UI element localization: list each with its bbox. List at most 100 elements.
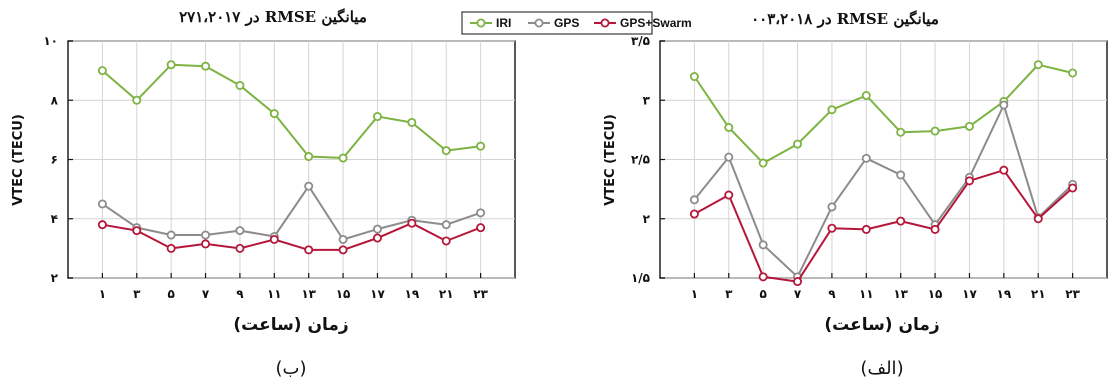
panel-a-series-gps-swarm-point <box>724 190 734 200</box>
panel-b-series-iri-point <box>476 141 486 151</box>
panel-a-label: (الف) <box>860 358 903 379</box>
panel-a-series-gps-point <box>758 240 768 250</box>
panel-b-series-iri-point <box>166 60 176 70</box>
panel-a-x-tick-label: ۱۵ <box>928 287 943 301</box>
panel-a-x-tick-label: ۱۳ <box>893 287 908 301</box>
panel-a-x-tick-label: ۷ <box>794 287 802 301</box>
panel-a-series-gps-point <box>999 100 1009 110</box>
panel-a-x-tick-label: ۳ <box>725 287 733 301</box>
panel-b-series-gps-point <box>441 220 451 230</box>
panel-a-series-gps-swarm-point <box>793 277 803 287</box>
panel-a-series-gps-swarm-point <box>861 224 871 234</box>
panel-b-x-axis-label: زمان (ساعت) <box>233 315 348 335</box>
panel-b-x-tick-label: ۱۹ <box>405 287 420 301</box>
panel-b-series-iri-point <box>441 146 451 156</box>
panel-a-x-tick-label: ۱۱ <box>859 287 874 301</box>
panel-a-series-iri-point <box>689 72 699 82</box>
legend-box <box>461 11 653 35</box>
panel-b-x-tick-label: ۳ <box>133 287 141 301</box>
panel-a-series-gps-swarm-point <box>758 272 768 282</box>
panel-b-series-gps-swarm-point <box>132 226 142 236</box>
panel-a-series-iri-point <box>896 127 906 137</box>
panel-b-x-tick-label: ۱۵ <box>336 287 351 301</box>
panel-b-x-tick-label: ۱ <box>99 287 106 301</box>
panel-b-series-gps-point <box>338 234 348 244</box>
panel-b-y-tick-label: ۶ <box>51 153 58 167</box>
panel-a-x-axis-label: زمان (ساعت) <box>824 315 939 335</box>
panel-a-x-tick-label: ۱۷ <box>962 287 977 301</box>
panel-b-series-iri-point <box>372 112 382 122</box>
panel-b-series-gps-swarm-line <box>102 222 481 251</box>
panel-b-series-gps-swarm-point <box>166 243 176 253</box>
panel-b-series-gps-point <box>372 224 382 234</box>
panel-b-series-gps-swarm-point <box>407 218 417 228</box>
panel-b-x-tick-label: ۹ <box>236 287 244 301</box>
legend-gps-swarm-label: GPS+Swarm <box>620 16 692 30</box>
panel-b-x-tick-label: ۵ <box>167 287 174 301</box>
panel-b-label: (ب) <box>275 358 306 379</box>
panel-b: میانگین RMSE در ۲۷۱،۲۰۱۷ ۱ ۳ ۵ ۷ ۹ ۱۱ ۱۳ ۱۵ ۱۷ ۱۹… <box>11 8 516 379</box>
panel-b-x-tick-label: ۱۳ <box>301 287 316 301</box>
panel-b-series-gps-swarm-point <box>269 234 279 244</box>
panel-b-series-iri-point <box>269 109 279 119</box>
panel-b-series-gps-swarm-point <box>201 239 211 249</box>
panel-b-y-axis-label: VTEC (TECU) <box>11 114 26 206</box>
panel-a-series-gps-swarm-point <box>999 165 1009 175</box>
legend-gps-marker <box>534 18 544 28</box>
panel-a-y-tick-label: ۳ <box>643 93 651 107</box>
panel-a-series-gps-point <box>861 153 871 163</box>
panel-a-series-gps-swarm-point <box>1068 183 1078 193</box>
panel-b-series-gps-point <box>166 230 176 240</box>
panel-b-series-iri-point <box>235 80 245 90</box>
legend-gps-label: GPS <box>554 16 579 30</box>
panel-b-y-tick-label: ۱۰ <box>43 34 58 48</box>
panel-a-x-tick-label: ۱ <box>691 287 698 301</box>
panel-b-series-gps-point <box>97 199 107 209</box>
panel-b-series-gps-point <box>201 230 211 240</box>
panel-a-series-gps-point <box>896 170 906 180</box>
panel-b-series-iri-point <box>407 117 417 127</box>
panel-a-series-iri-point <box>964 121 974 131</box>
panel-a-y-tick-label: ۱/۵ <box>631 271 650 285</box>
panel-a-y-axis-label: VTEC (TECU) <box>603 114 618 206</box>
panel-a-series-gps-swarm-point <box>827 223 837 233</box>
chart-legend: IRI GPS GPS+Swarm <box>461 11 692 35</box>
panel-b-series-gps-point <box>476 208 486 218</box>
panel-a-series-iri-point <box>827 105 837 115</box>
panel-b-x-tick-label: ۷ <box>202 287 210 301</box>
panel-a-series-iri-line <box>693 63 1073 165</box>
panel-a-x-tick-label: ۱۹ <box>997 287 1012 301</box>
panel-b-series-gps-swarm-point <box>372 233 382 243</box>
panel-a-series-gps-point <box>724 152 734 162</box>
panel-a-x-tick-label: ۵ <box>759 287 766 301</box>
panel-a-y-tick-label: ۲ <box>643 212 651 226</box>
panel-a-series-gps-swarm-point <box>930 224 940 234</box>
panel-b-title: میانگین RMSE در ۲۷۱،۲۰۱۷ <box>179 8 367 26</box>
panel-a-series-gps-swarm-point <box>689 209 699 219</box>
panel-a-plot-area: ۱ ۳ ۵ ۷ ۹ ۱۱ ۱۳ ۱۵ ۱۷ ۱۹ ۲۱ ۲۳۱/۵۲۲/۵۳۳/۵ <box>631 34 1107 301</box>
panel-a-series-iri-point <box>758 158 768 168</box>
panel-b-series-gps-point <box>304 181 314 191</box>
panel-b-series-iri-point <box>304 152 314 162</box>
panel-a-series-gps-swarm-point <box>964 176 974 186</box>
panel-b-series-gps-line <box>101 185 481 241</box>
panel-b-series-iri-line <box>101 63 481 159</box>
panel-b-x-tick-label: ۲۱ <box>439 287 454 301</box>
panel-a-title: میانگین RMSE در ۰۰۳،۲۰۱۸ <box>751 10 939 28</box>
panel-a-series-gps-point <box>827 202 837 212</box>
panel-a-series-iri-point <box>1033 60 1043 70</box>
panel-a-series-gps-point <box>689 195 699 205</box>
panel-b-x-tick-label: ۱۷ <box>370 287 385 301</box>
legend-iri-label: IRI <box>496 16 511 30</box>
legend-gps-swarm-marker <box>600 18 610 28</box>
panel-b-y-tick-label: ۲ <box>51 271 59 285</box>
panel-a-series-gps-swarm-point <box>1033 214 1043 224</box>
panel-a-series-iri-point <box>861 91 871 101</box>
panel-b-series-gps-swarm-point <box>304 245 314 255</box>
panel-a-series-gps-swarm-line <box>693 169 1074 283</box>
panel-a-series-iri-point <box>1068 68 1078 78</box>
panel-b-x-tick-label: ۲۳ <box>473 287 488 301</box>
panel-a-series-iri-point <box>930 126 940 136</box>
